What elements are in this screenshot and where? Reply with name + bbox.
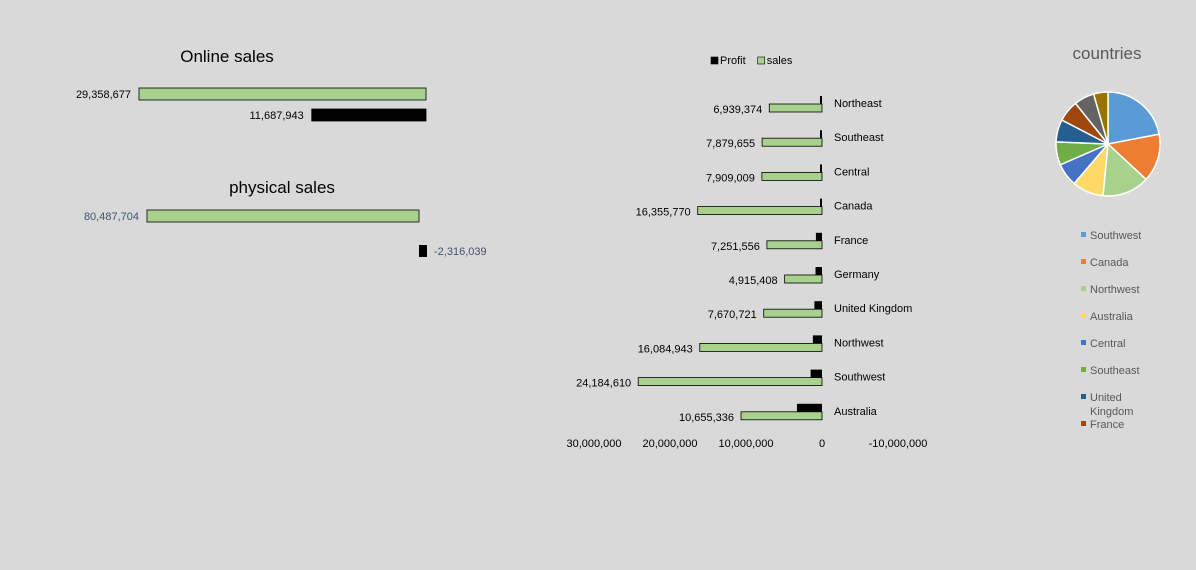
category-label: Germany <box>834 269 880 281</box>
tick-label: 20,000,000 <box>642 438 697 450</box>
profit-bar <box>812 335 822 344</box>
bar <box>419 245 427 257</box>
bar <box>138 87 427 101</box>
legend-swatch <box>1081 367 1086 372</box>
pie-slice <box>1107 91 1160 145</box>
data-label: 80,487,704 <box>84 211 139 223</box>
data-label: 7,251,556 <box>711 241 760 253</box>
sales-bar <box>637 377 823 387</box>
bar <box>311 108 427 122</box>
data-label: 24,184,610 <box>576 378 631 390</box>
profit-bar <box>820 96 822 104</box>
physical-sales-title: physical sales <box>229 178 335 197</box>
online-sales-chart: Online sales 29,358,677 11,687,943 <box>76 47 427 122</box>
legend-swatch <box>1081 232 1086 237</box>
sales-bar <box>766 240 823 250</box>
legend-swatch <box>1081 394 1086 399</box>
sales-bar <box>784 274 823 284</box>
legend-label: Canada <box>1090 257 1129 269</box>
legend-label: Southeast <box>1090 365 1140 377</box>
tick-label: 10,000,000 <box>718 438 773 450</box>
physical-sales-chart: physical sales 80,487,704 -2,316,039 <box>84 178 487 258</box>
legend-swatch <box>757 56 765 65</box>
data-label: 29,358,677 <box>76 89 131 101</box>
data-label: 7,909,009 <box>706 172 755 184</box>
sales-bar <box>763 308 823 318</box>
pie-slice <box>1092 91 1109 145</box>
profit-bar <box>820 164 822 173</box>
sales-bar <box>761 171 823 181</box>
legend-swatch <box>1081 313 1086 318</box>
countries-pie-chart: countries Southwest Canada Northwest Austra… <box>1055 44 1161 431</box>
online-sales-title: Online sales <box>180 47 274 66</box>
category-label: Canada <box>834 201 873 213</box>
data-label: 7,670,721 <box>708 309 757 321</box>
profit-bar <box>820 198 822 207</box>
tick-label: 30,000,000 <box>566 438 621 450</box>
legend-label: Central <box>1090 338 1125 350</box>
legend-label: France <box>1090 419 1124 431</box>
tick-label: -10,000,000 <box>869 438 928 450</box>
legend-label: Profit <box>720 55 746 67</box>
data-label: 6,939,374 <box>713 104 762 116</box>
data-label: 10,655,336 <box>679 412 734 424</box>
category-label: United Kingdom <box>834 303 912 315</box>
profit-bar <box>814 301 822 310</box>
category-label: Australia <box>834 406 878 418</box>
data-label: 7,879,655 <box>706 138 755 150</box>
legend-label: sales <box>767 55 793 67</box>
chart-legend: Profit sales <box>710 55 793 67</box>
category-label: Southeast <box>834 132 884 144</box>
profit-bar <box>810 369 822 378</box>
sales-bar <box>697 206 823 216</box>
legend-label: Australia <box>1090 311 1134 323</box>
legend-swatch <box>710 56 719 65</box>
profit-bar <box>820 130 822 139</box>
category-label: Northwest <box>834 337 884 349</box>
legend-label: Southwest <box>1090 230 1141 242</box>
data-label: 11,687,943 <box>249 110 303 122</box>
legend-swatch <box>1081 421 1086 426</box>
bar <box>146 209 420 223</box>
profit-bar <box>815 232 822 241</box>
legend-label: Northwest <box>1090 284 1140 296</box>
category-label: Northeast <box>834 98 882 110</box>
data-label: 16,355,770 <box>636 207 691 219</box>
region-profit-sales-chart: Profit sales 6,939,374 Northeast 7,879,655 S… <box>566 55 927 450</box>
tick-label: 0 <box>819 438 825 450</box>
legend-label: United Kingdom <box>1090 392 1133 418</box>
sales-bar <box>699 342 823 352</box>
sales-bar <box>768 103 823 113</box>
category-label: Southwest <box>834 372 885 384</box>
data-label: 16,084,943 <box>638 343 693 355</box>
profit-bar <box>815 267 822 275</box>
sales-bar <box>740 411 823 421</box>
category-label: Central <box>834 166 869 178</box>
legend-swatch <box>1081 259 1086 264</box>
profit-bar <box>796 403 822 412</box>
legend-swatch <box>1081 286 1086 291</box>
sales-bar <box>761 137 823 147</box>
data-label: -2,316,039 <box>434 246 487 258</box>
legend-swatch <box>1081 340 1086 345</box>
data-label: 4,915,408 <box>729 275 778 287</box>
pie-slice <box>1106 133 1161 181</box>
category-label: France <box>834 235 868 247</box>
pie-title: countries <box>1073 44 1142 63</box>
